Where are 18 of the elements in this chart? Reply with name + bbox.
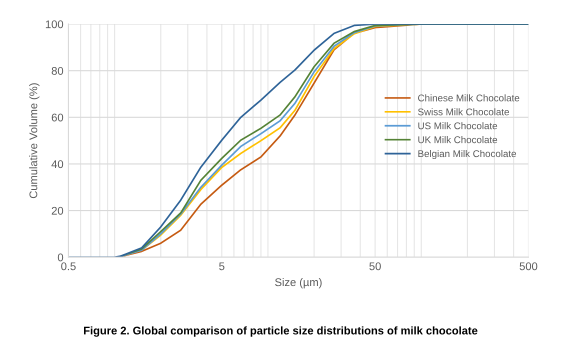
caption: Figure 2. Global comparison of particle size distributions of milk chocolate [84,326,478,337]
legend-label: Chinese Milk Chocolate [418,94,520,102]
legend-label: US Milk Chocolate [418,122,498,130]
legend-label: UK Milk Chocolate [418,136,498,144]
y-tick-label: 60 [52,114,64,122]
y-tick-label: 40 [51,160,64,168]
y-tick-label: 20 [52,206,64,215]
y-tick-label: 80 [52,66,64,75]
y-tick-label: 100 [46,20,64,28]
x-tick-label: 500 [520,262,538,270]
legend-label: Swiss Milk Chocolate [418,108,510,116]
x-tick-label: 50 [369,262,381,270]
y-axis-title: Cumulative Volume (%) [29,83,40,198]
x-tick-label: 0.5 [61,262,76,270]
x-axis-title: Size (µm) [275,278,322,288]
y-tick-label: 0 [58,253,64,262]
x-tick-label: 5 [219,262,224,270]
legend-label: Belgian Milk Chocolate [418,150,516,160]
